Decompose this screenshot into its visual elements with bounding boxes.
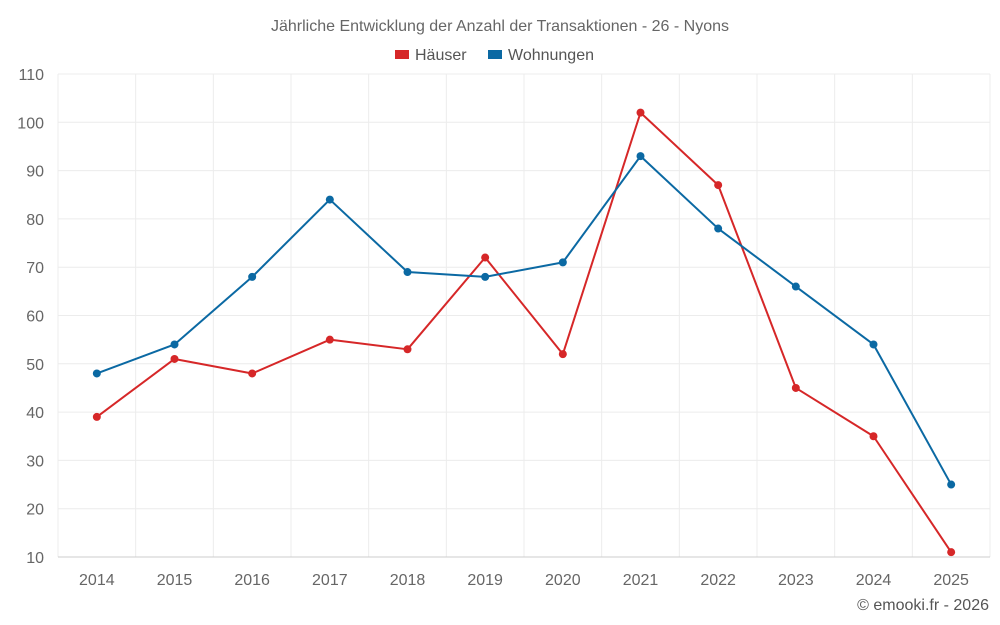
data-point-haeuser (325, 335, 334, 344)
y-tick-label: 110 (18, 67, 44, 84)
copyright-footer: © emooki.fr - 2026 (857, 597, 989, 614)
grid (57, 73, 991, 558)
x-tick-label: 2021 (623, 572, 659, 589)
legend: Häuser Wohnungen (395, 47, 594, 64)
y-axis: 10 20 30 40 50 60 70 80 90 100 110 (17, 67, 44, 567)
y-tick-label: 30 (26, 453, 44, 470)
series-layer (92, 108, 956, 557)
x-tick-label: 2020 (545, 572, 581, 589)
x-tick-label: 2025 (933, 572, 969, 589)
x-tick-label: 2019 (467, 572, 503, 589)
data-point-wohnungen (170, 340, 179, 349)
data-point-haeuser (558, 350, 567, 359)
y-tick-label: 50 (26, 357, 44, 374)
data-point-wohnungen (248, 272, 257, 281)
data-point-wohnungen (714, 224, 723, 233)
data-point-wohnungen (869, 340, 878, 349)
x-tick-label: 2018 (390, 572, 426, 589)
y-tick-label: 100 (17, 115, 44, 132)
data-point-wohnungen (325, 195, 334, 204)
y-tick-label: 70 (26, 260, 44, 277)
chart-title: Jährliche Entwicklung der Anzahl der Tra… (271, 18, 729, 35)
data-point-haeuser (791, 383, 800, 392)
data-point-wohnungen (558, 258, 567, 267)
legend-label-wohnungen: Wohnungen (508, 47, 594, 64)
x-tick-label: 2016 (234, 572, 270, 589)
legend-label-haeuser: Häuser (415, 47, 467, 64)
data-point-haeuser (403, 345, 412, 354)
x-tick-label: 2015 (157, 572, 193, 589)
y-tick-label: 80 (26, 212, 44, 229)
data-point-wohnungen (636, 152, 645, 161)
series-line-wohnungen (96, 155, 953, 486)
series-line-haeuser (96, 111, 952, 553)
data-point-wohnungen (947, 480, 956, 489)
data-point-haeuser (947, 548, 956, 557)
data-point-haeuser (248, 369, 257, 378)
data-point-wohnungen (481, 272, 490, 281)
x-tick-label: 2017 (312, 572, 348, 589)
data-point-wohnungen (403, 268, 412, 277)
y-tick-label: 10 (26, 550, 44, 567)
data-point-wohnungen (92, 369, 101, 378)
legend-swatch-wohnungen (488, 50, 502, 59)
x-tick-label: 2014 (79, 572, 115, 589)
y-tick-label: 20 (26, 502, 44, 519)
data-point-haeuser (170, 354, 179, 363)
x-tick-label: 2024 (856, 572, 892, 589)
data-point-haeuser (481, 253, 490, 262)
data-point-haeuser (714, 181, 723, 190)
data-point-wohnungen (791, 282, 800, 291)
x-tick-label: 2023 (778, 572, 814, 589)
x-axis: 2014 2015 2016 2017 2018 2019 2020 2021 2022 2023… (79, 572, 969, 589)
y-tick-label: 90 (26, 164, 44, 181)
data-point-haeuser (636, 108, 645, 117)
legend-swatch-haeuser (395, 50, 409, 59)
data-point-haeuser (92, 412, 101, 421)
y-tick-label: 40 (26, 405, 44, 422)
data-point-haeuser (869, 432, 878, 441)
x-tick-label: 2022 (700, 572, 736, 589)
y-tick-label: 60 (26, 309, 44, 326)
